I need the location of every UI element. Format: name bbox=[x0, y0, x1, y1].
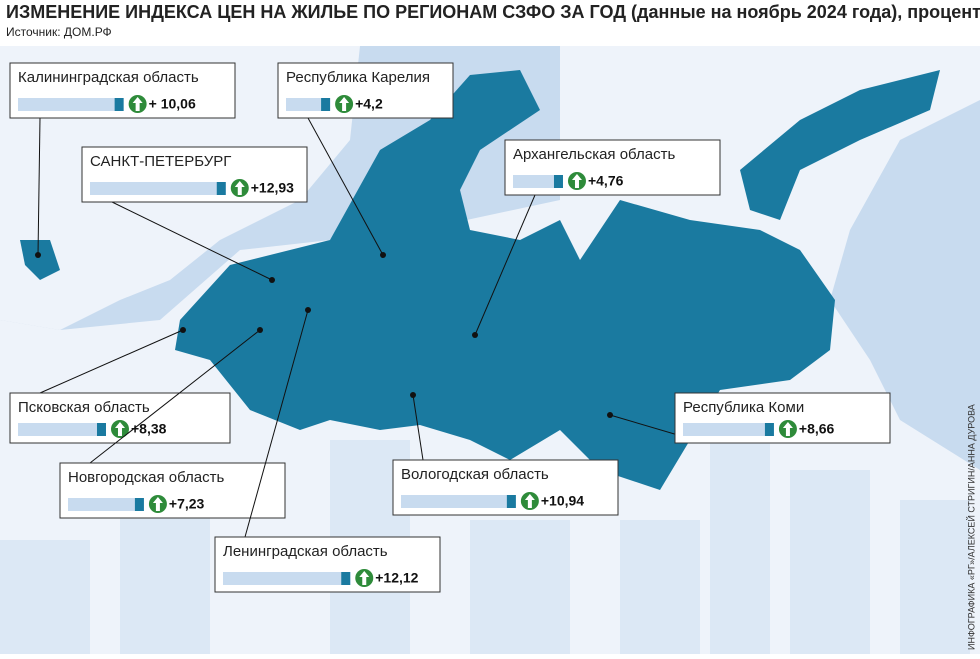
callout: Калининградская область + 10,06 bbox=[9, 62, 236, 258]
up-arrow bbox=[571, 174, 582, 188]
anchor-dot bbox=[180, 327, 186, 333]
bar bbox=[216, 182, 226, 195]
szfo-region bbox=[175, 70, 835, 490]
up-arrow bbox=[524, 494, 535, 508]
source: Источник: ДОМ.РФ bbox=[6, 25, 112, 39]
value-label: + 10,06 bbox=[149, 96, 196, 112]
callout: Псковская область +8,38 bbox=[9, 327, 231, 444]
up-arrow bbox=[152, 497, 163, 511]
bar-track bbox=[68, 498, 144, 511]
leader-line bbox=[474, 194, 536, 336]
value-label: +10,94 bbox=[541, 493, 584, 509]
value-label: +4,76 bbox=[588, 173, 624, 189]
building bbox=[0, 540, 90, 654]
bar-track bbox=[513, 175, 563, 188]
up-arrow bbox=[782, 422, 793, 436]
leader-line bbox=[307, 117, 384, 256]
anchor-dot bbox=[257, 327, 263, 333]
anchor-dot bbox=[472, 332, 478, 338]
bar bbox=[114, 98, 124, 111]
building bbox=[790, 470, 870, 654]
value-label: +8,66 bbox=[799, 421, 835, 437]
up-arrow bbox=[234, 181, 245, 195]
region-name: Ленинградская область bbox=[223, 543, 388, 560]
callout: Республика Коми +8,66 bbox=[607, 392, 891, 444]
value-label: +4,2 bbox=[355, 96, 383, 112]
anchor-dot bbox=[305, 307, 311, 313]
bar bbox=[321, 98, 331, 111]
leader-line bbox=[89, 329, 261, 464]
header-bg bbox=[0, 0, 980, 46]
bar-track bbox=[683, 423, 774, 436]
bar bbox=[764, 423, 774, 436]
value-label: +12,12 bbox=[375, 570, 418, 586]
bar bbox=[134, 498, 144, 511]
kaliningrad-region bbox=[20, 240, 60, 280]
region-name: Республика Карелия bbox=[286, 69, 430, 86]
up-arrow bbox=[359, 571, 370, 585]
bar-track bbox=[18, 98, 124, 111]
anchor-dot bbox=[35, 252, 41, 258]
anchor-dot bbox=[380, 252, 386, 258]
callout: Новгородская область +7,23 bbox=[59, 327, 286, 519]
bar bbox=[341, 572, 351, 585]
region-name: САНКТ-ПЕТЕРБУРГ bbox=[90, 153, 231, 170]
leader-line bbox=[412, 394, 424, 461]
building bbox=[470, 520, 570, 654]
building bbox=[620, 520, 700, 654]
anchor-dot bbox=[410, 392, 416, 398]
bar bbox=[506, 495, 516, 508]
leader-line bbox=[39, 329, 184, 394]
value-label: +8,38 bbox=[131, 421, 167, 437]
up-arrow bbox=[132, 97, 143, 111]
bar bbox=[553, 175, 563, 188]
leader-line bbox=[37, 117, 41, 256]
anchor-dot bbox=[269, 277, 275, 283]
value-label: +7,23 bbox=[169, 496, 205, 512]
chart-title: ИЗМЕНЕНИЕ ИНДЕКСА ЦЕН НА ЖИЛЬЕ ПО РЕГИОН… bbox=[6, 2, 980, 22]
bar-track bbox=[18, 423, 106, 436]
region-name: Архангельская область bbox=[513, 146, 675, 163]
bar-track bbox=[223, 572, 351, 585]
credit: ИНФОГРАФИКА «РГ»/АЛЕКСЕЙ СТРИГИН/АННА ДУ… bbox=[965, 404, 976, 650]
callout: САНКТ-ПЕТЕРБУРГ +12,93 bbox=[81, 146, 308, 283]
value-label: +12,93 bbox=[251, 180, 294, 196]
region-name: Вологодская область bbox=[401, 466, 549, 483]
leader-line bbox=[244, 309, 309, 538]
novaya-zemlya bbox=[740, 70, 940, 220]
region-name: Калининградская область bbox=[18, 69, 199, 86]
up-arrow bbox=[114, 422, 125, 436]
anchor-dot bbox=[607, 412, 613, 418]
bar bbox=[96, 423, 106, 436]
callout: Вологодская область +10,94 bbox=[392, 392, 619, 516]
callout: Республика Карелия +4,2 bbox=[277, 62, 454, 258]
bar-track bbox=[401, 495, 516, 508]
up-arrow bbox=[339, 97, 350, 111]
callout: Архангельская область +4,76 bbox=[472, 139, 721, 338]
callout: Ленинградская область +12,12 bbox=[214, 307, 441, 593]
building bbox=[900, 500, 970, 654]
region-name: Псковская область bbox=[18, 399, 150, 416]
leader-line bbox=[111, 201, 273, 281]
region-name: Новгородская область bbox=[68, 469, 224, 486]
region-name: Республика Коми bbox=[683, 399, 804, 416]
building bbox=[710, 440, 770, 654]
bar-track bbox=[286, 98, 331, 111]
bar-track bbox=[90, 182, 226, 195]
